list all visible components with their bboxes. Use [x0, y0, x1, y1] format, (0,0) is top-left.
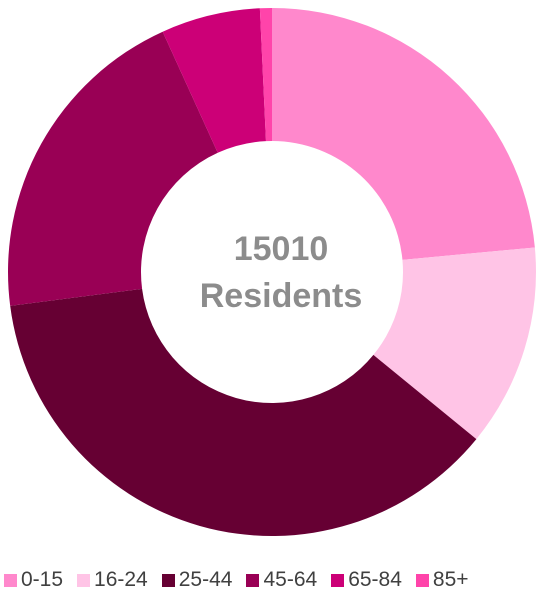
- legend-label: 0-15: [21, 568, 64, 591]
- legend-swatch: [415, 573, 429, 587]
- center-total-caption: Residents: [199, 277, 363, 315]
- legend-swatch: [77, 573, 91, 587]
- legend-label: 16-24: [94, 568, 148, 591]
- donut-slice-25-44: [10, 288, 477, 536]
- donut-slice-65-84: [162, 8, 266, 153]
- chart-legend: 0-15 16-24 25-44 45-64 65-84 85+: [4, 567, 483, 593]
- donut-slice-45-64: [7, 31, 218, 306]
- legend-item-16-24: 16-24: [77, 568, 148, 592]
- donut-slice-85+: [259, 8, 272, 142]
- legend-label: 85+: [432, 568, 469, 591]
- legend-item-25-44: 25-44: [161, 568, 233, 592]
- donut-slice-16-24: [373, 247, 536, 440]
- legend-item-0-15: 0-15: [4, 568, 63, 592]
- legend-swatch: [246, 573, 260, 587]
- donut-svg: [7, 8, 536, 536]
- legend-item-45-64: 45-64: [246, 568, 317, 592]
- legend-label: 25-44: [178, 568, 233, 591]
- legend-swatch: [331, 573, 345, 587]
- legend-swatch: [161, 573, 175, 587]
- legend-item-85+: 85+: [415, 568, 469, 592]
- donut-slice-0-15: [272, 8, 535, 260]
- center-total-value: 15010: [233, 230, 329, 268]
- legend-label: 65-84: [348, 568, 402, 591]
- legend-swatch: [4, 573, 17, 587]
- legend-label: 45-64: [263, 568, 318, 591]
- legend-item-65-84: 65-84: [331, 568, 402, 592]
